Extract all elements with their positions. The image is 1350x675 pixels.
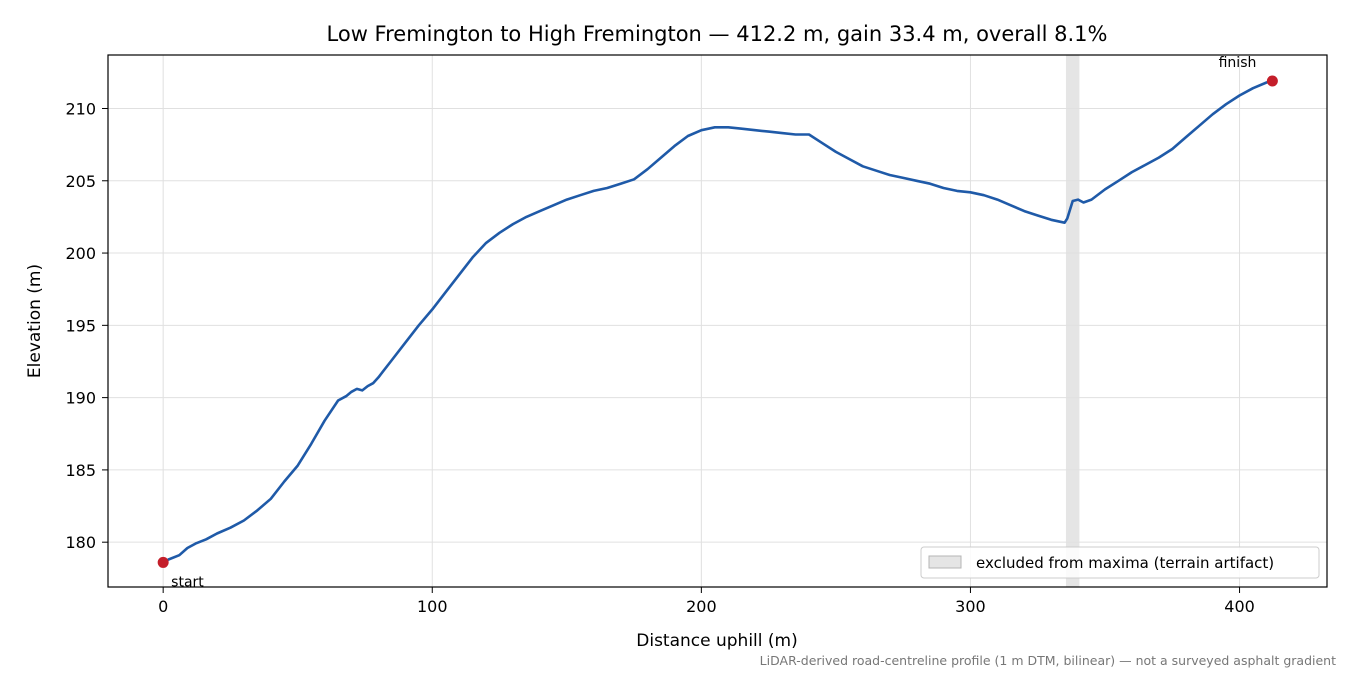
plot-frame [107,54,1328,588]
finish-label: finish [1219,55,1257,71]
legend-swatch-excluded [928,555,962,569]
y-tick-label: 195 [65,316,96,335]
grid-layer [108,55,1327,587]
x-tick-label: 300 [955,597,986,616]
excluded-region-layer [1065,55,1080,587]
start-label: start [171,574,204,590]
y-tick-label: 200 [65,244,96,263]
x-tick-label: 400 [1224,597,1255,616]
x-axis-ticks: 0 100 200 300 400 [158,587,1255,616]
x-tick-label: 200 [686,597,717,616]
chart-title: Low Fremington to High Fremington — 412.… [327,22,1108,46]
legend-label-excluded: excluded from maxima (terrain artifact) [976,554,1274,572]
legend-frame [920,546,1320,579]
plot-background [108,55,1327,587]
y-axis-ticks: 180 185 190 195 200 205 210 [65,99,108,552]
x-tick-label: 0 [158,597,168,616]
start-marker [157,556,169,568]
source-caption: LiDAR-derived road-centreline profile (1… [760,653,1336,668]
y-tick-label: 185 [65,461,96,480]
plot-area: start finish [107,54,1328,590]
y-tick-label: 180 [65,533,96,552]
elevation-line [161,79,1274,564]
legend: excluded from maxima (terrain artifact) [920,546,1320,579]
y-tick-label: 210 [65,99,96,118]
series-layer [161,79,1274,564]
finish-marker [1266,75,1278,87]
y-tick-label: 190 [65,389,96,408]
x-tick-label: 100 [417,597,448,616]
y-tick-label: 205 [65,172,96,191]
y-axis-label: Elevation (m) [25,264,45,378]
excluded-region [1065,55,1080,587]
x-axis-label: Distance uphill (m) [636,631,797,651]
